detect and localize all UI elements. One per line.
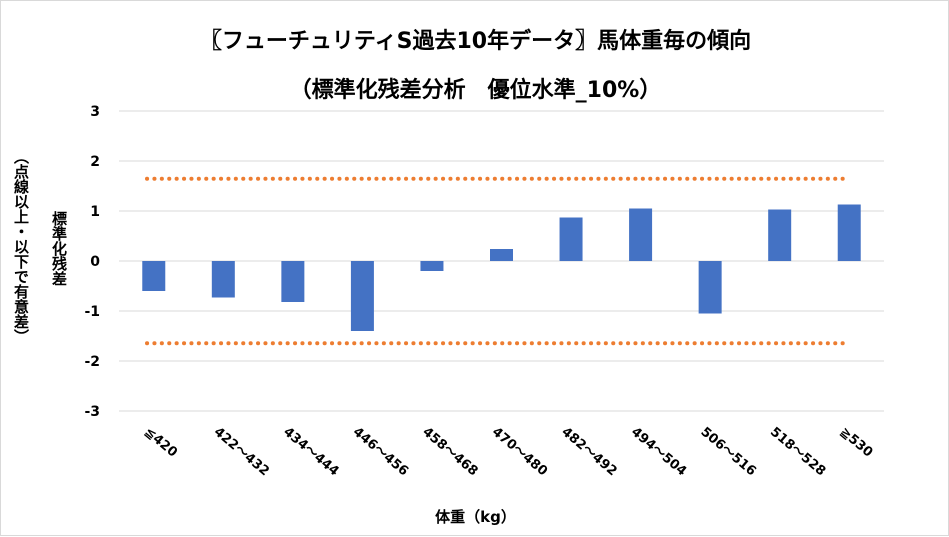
bar: [768, 209, 792, 261]
x-tick-label: 470～480: [489, 425, 550, 480]
bar: [698, 261, 722, 314]
y-axis-label: 標準化残差: [50, 211, 68, 286]
y-tick-label: -3: [84, 404, 100, 420]
chart-title: 〖フューチュリティS過去10年データ〗馬体重毎の傾向: [199, 29, 752, 54]
x-tick-label: ≧530: [837, 425, 876, 461]
x-tick-label: 482～492: [558, 425, 619, 480]
x-tick-label: 518～528: [767, 425, 828, 480]
bar: [559, 217, 583, 261]
x-tick-label: ≦420: [141, 425, 180, 461]
chart-subtitle: （標準化残差分析 優位水準_10%）: [289, 78, 662, 103]
y-tick-label: 2: [90, 154, 100, 170]
x-tick-label: 422～432: [211, 425, 272, 480]
bar: [142, 261, 166, 291]
bar: [837, 204, 861, 261]
x-tick-label: 434～444: [280, 425, 341, 480]
x-tick-label: 458～468: [419, 425, 480, 480]
y-tick-label: -2: [84, 354, 100, 370]
x-axis-label: 体重（kg）: [435, 508, 516, 526]
bar: [281, 261, 305, 302]
y-tick-label: 1: [90, 204, 100, 220]
y-axis-note: （点線以上・以下で有意差）: [12, 149, 30, 344]
y-tick-label: 3: [90, 104, 100, 120]
x-tick-label: 446～456: [350, 425, 411, 480]
bar: [350, 261, 374, 331]
bar: [490, 249, 513, 261]
bar: [211, 261, 235, 298]
x-tick-label: 506～516: [698, 425, 759, 480]
y-tick-label: -1: [84, 304, 100, 320]
y-tick-label: 0: [90, 254, 100, 270]
bar: [629, 208, 653, 261]
bar: [420, 261, 444, 271]
x-tick-label: 494～504: [628, 425, 689, 480]
